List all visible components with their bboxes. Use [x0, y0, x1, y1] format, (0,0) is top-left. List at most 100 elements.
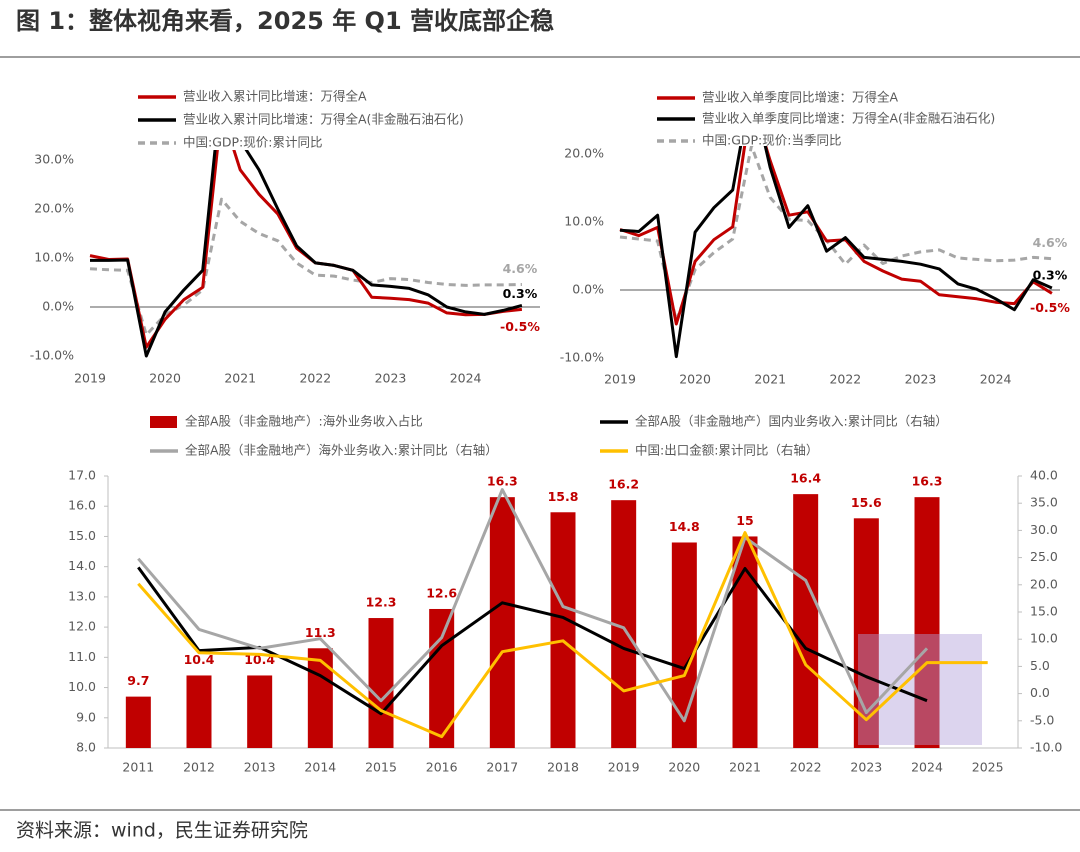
legend-label: 中国:出口金额:累计同比（右轴） [635, 443, 818, 458]
x-tick-label: 2022 [829, 372, 861, 387]
x-tick-label: 2020 [149, 371, 181, 386]
highlight-band [858, 634, 982, 745]
x-tick-label: 2016 [426, 760, 458, 775]
x-tick-label: 2019 [608, 760, 640, 775]
bar-label: 15.6 [851, 495, 882, 510]
data-label: 0.3% [1033, 267, 1068, 282]
x-tick-label: 2011 [122, 760, 154, 775]
data-label: 4.6% [503, 261, 538, 276]
x-tick-label: 2024 [450, 371, 482, 386]
y-tick-label: 20.0% [34, 201, 74, 216]
bar-label: 15 [736, 513, 753, 528]
bar [368, 618, 394, 748]
legend-label: 中国:GDP:现价:当季同比 [702, 133, 841, 148]
series-line [90, 150, 523, 358]
x-tick-label: 2025 [972, 760, 1004, 775]
bar-label: 15.8 [548, 489, 579, 504]
bar-label: 16.3 [487, 474, 518, 489]
y2-tick-label: -5.0 [1030, 712, 1054, 727]
y2-tick-label: 0.0 [1030, 685, 1050, 700]
bar-label: 16.3 [912, 474, 943, 489]
y-tick-label: 16.0 [68, 498, 96, 513]
bar-label: 16.2 [608, 477, 639, 492]
bar [489, 497, 515, 748]
legend-label: 中国:GDP:现价:累计同比 [183, 135, 322, 150]
y2-tick-label: 25.0 [1030, 549, 1058, 564]
series-line [137, 531, 988, 739]
bar [307, 648, 333, 748]
x-tick-label: 2023 [905, 372, 937, 387]
y-tick-label: 10.0% [564, 214, 604, 229]
y2-tick-label: -10.0 [1030, 740, 1062, 755]
x-tick-label: 2022 [790, 760, 822, 775]
series-line [619, 146, 1053, 359]
y-tick-label: 10.0 [68, 679, 96, 694]
series-line [137, 566, 928, 716]
bar [125, 696, 151, 748]
y-tick-label: 11.0 [68, 649, 96, 664]
x-tick-label: 2014 [304, 760, 336, 775]
x-tick-label: 2024 [980, 372, 1012, 387]
legend-label: 全部A股（非金融地产）国内业务收入:累计同比（右轴） [635, 414, 948, 429]
x-tick-label: 2019 [604, 372, 636, 387]
legend-label: 全部A股（非金融地产）海外业务收入:累计同比（右轴） [185, 443, 498, 458]
bar-label: 12.6 [426, 585, 457, 600]
x-tick-label: 2013 [244, 760, 276, 775]
bar-label: 9.7 [127, 673, 149, 688]
y-tick-label: 0.0% [572, 282, 604, 297]
data-label: -0.5% [1030, 300, 1070, 315]
legend-label: 营业收入累计同比增速：万得全A(非金融石油石化) [183, 112, 464, 127]
bar-label: 14.8 [669, 519, 700, 534]
source-note: 资料来源：wind，民生证券研究院 [16, 820, 308, 842]
x-tick-label: 2023 [375, 371, 407, 386]
x-tick-label: 2017 [486, 760, 518, 775]
bar [793, 494, 819, 748]
bar [186, 675, 212, 748]
x-tick-label: 2020 [668, 760, 700, 775]
x-tick-label: 2020 [679, 372, 711, 387]
y2-tick-label: 20.0 [1030, 576, 1058, 591]
x-tick-label: 2024 [911, 760, 943, 775]
bar-label: 12.3 [366, 595, 397, 610]
y-tick-label: 10.0% [34, 250, 74, 265]
y-tick-label: -10.0% [560, 350, 604, 365]
series-line [619, 146, 1053, 326]
legend-label: 营业收入累计同比增速：万得全A [183, 89, 367, 104]
y-tick-label: 13.0 [68, 588, 96, 603]
bar-label: 11.3 [305, 625, 336, 640]
y-tick-label: 15.0 [68, 528, 96, 543]
y-tick-label: 8.0 [76, 740, 96, 755]
y2-tick-label: 15.0 [1030, 604, 1058, 619]
bar-label: 16.4 [790, 471, 821, 486]
x-tick-label: 2021 [729, 760, 761, 775]
data-label: 0.3% [503, 286, 538, 301]
y2-tick-label: 10.0 [1030, 631, 1058, 646]
bar [671, 542, 697, 748]
figure-title: 图 1：整体视角来看，2025 年 Q1 营收底部企稳 [16, 7, 554, 35]
legend-swatch [150, 416, 177, 428]
y2-tick-label: 30.0 [1030, 522, 1058, 537]
y-tick-label: 9.0 [76, 709, 96, 724]
x-tick-label: 2012 [183, 760, 215, 775]
y2-tick-label: 35.0 [1030, 495, 1058, 510]
y-tick-label: 0.0% [42, 299, 74, 314]
data-label: -0.5% [500, 319, 540, 334]
y-tick-label: 17.0 [68, 468, 96, 483]
bar [550, 512, 576, 748]
bar [914, 497, 940, 748]
bar [732, 536, 758, 748]
x-tick-label: 2022 [299, 371, 331, 386]
bar [247, 675, 273, 748]
x-tick-label: 2018 [547, 760, 579, 775]
x-tick-label: 2019 [74, 371, 106, 386]
x-tick-label: 2015 [365, 760, 397, 775]
series-line [137, 488, 929, 723]
y-tick-label: 12.0 [68, 619, 96, 634]
series-line [619, 146, 1053, 323]
series-line [89, 197, 522, 337]
x-tick-label: 2021 [754, 372, 786, 387]
x-tick-label: 2023 [850, 760, 882, 775]
data-label: 4.6% [1033, 235, 1068, 250]
